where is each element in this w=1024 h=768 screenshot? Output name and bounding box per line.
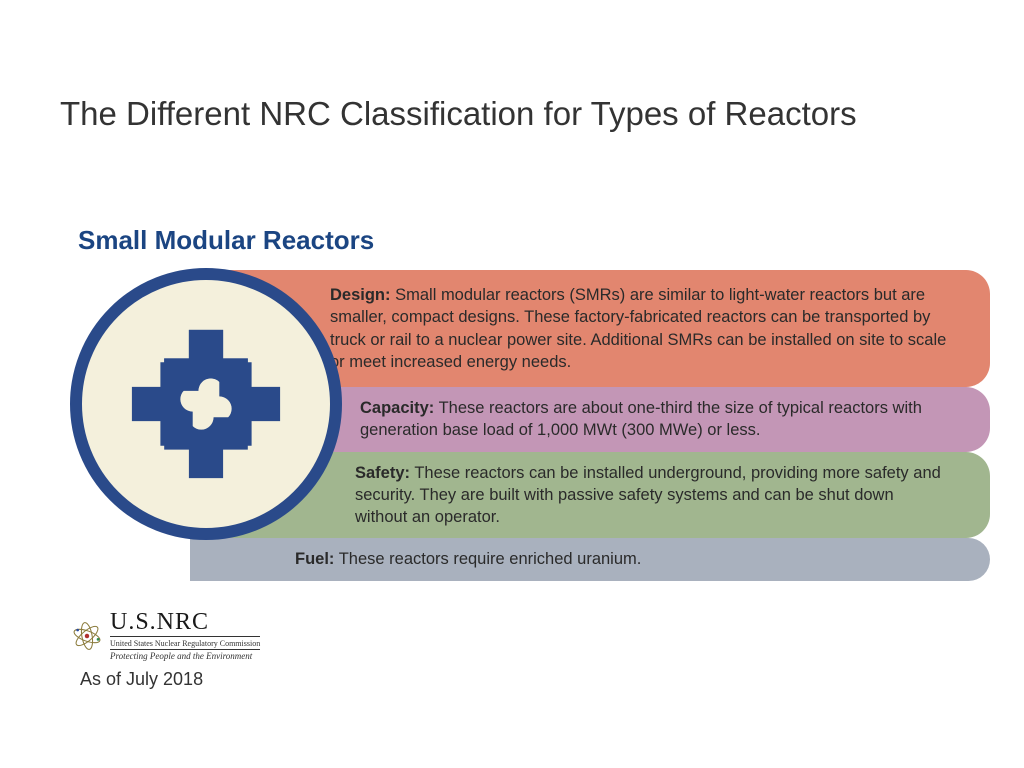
- footer: U.S.NRC United States Nuclear Regulatory…: [70, 610, 260, 690]
- atom-icon: [70, 619, 104, 653]
- nrc-logo-sub: United States Nuclear Regulatory Commiss…: [110, 636, 260, 648]
- module-icon-circle: [70, 268, 342, 540]
- bar-design-text: Small modular reactors (SMRs) are simila…: [330, 286, 946, 371]
- bar-safety-label: Safety:: [355, 464, 410, 482]
- bar-capacity-label: Capacity:: [360, 399, 434, 417]
- bar-safety-text: These reactors can be installed undergro…: [355, 464, 941, 527]
- bar-fuel-label: Fuel:: [295, 550, 334, 568]
- puzzle-modules-icon: [111, 309, 301, 499]
- nrc-logo: U.S.NRC United States Nuclear Regulatory…: [70, 610, 260, 661]
- bar-capacity-text: These reactors are about one-third the s…: [360, 399, 922, 439]
- as-of-date: As of July 2018: [80, 669, 260, 690]
- bar-fuel: Fuel: These reactors require enriched ur…: [190, 538, 990, 580]
- page-title: The Different NRC Classification for Typ…: [60, 95, 857, 133]
- section-heading: Small Modular Reactors: [78, 225, 374, 256]
- nrc-logo-main: U.S.NRC: [110, 610, 260, 634]
- bar-design-label: Design:: [330, 286, 391, 304]
- bar-fuel-text: These reactors require enriched uranium.: [334, 550, 641, 568]
- nrc-logo-tag: Protecting People and the Environment: [110, 649, 260, 661]
